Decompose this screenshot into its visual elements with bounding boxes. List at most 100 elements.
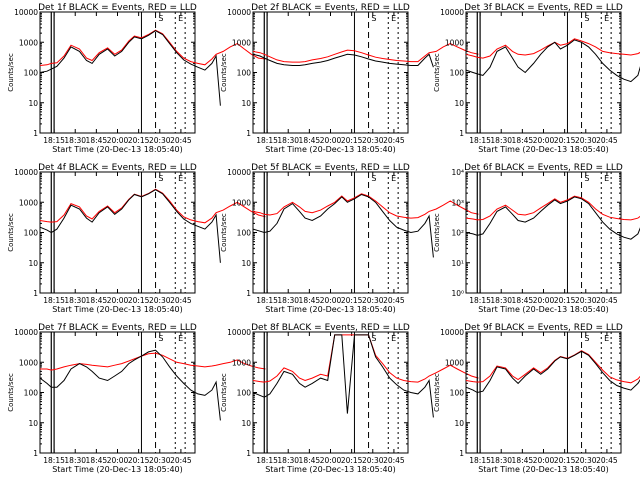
lld-series-line — [465, 195, 640, 221]
x-axis-label: Start Time (20-Dec-13 18:05:40) — [265, 145, 396, 154]
detector-panel: Det 9f BLACK = Events, RED = LLD 1 10 100 10… — [433, 323, 640, 474]
y-tick-label: 1 — [33, 129, 38, 138]
y-tick-label: 10¹ — [451, 259, 464, 268]
events-series-line — [465, 196, 640, 240]
y-axis-label: Counts/sec — [7, 213, 15, 252]
y-tick-label: 100 — [237, 229, 252, 238]
x-tick-label: 18:15 — [469, 296, 491, 305]
annotation-s: S — [584, 174, 589, 183]
y-tick-label: 100 — [237, 69, 252, 78]
x-tick-label: 18:15 — [256, 456, 278, 465]
y-tick-label: 10 — [454, 99, 464, 108]
panel-title: Det 5f BLACK = Events, RED = LLD — [251, 163, 410, 173]
events-series-line — [465, 350, 640, 394]
y-tick-label: 10 — [241, 259, 251, 268]
x-axis-label: Start Time (20-Dec-13 18:05:40) — [265, 305, 396, 314]
plot-frame — [465, 171, 622, 294]
x-tick-label: 18:15 — [469, 456, 491, 465]
panel-title: Det 9f BLACK = Events, RED = LLD — [464, 323, 623, 333]
x-tick-label: 18:45 — [86, 456, 108, 465]
detector-panel: Det 1f BLACK = Events, RED = LLD 1 10 100 10… — [7, 3, 266, 154]
x-tick-label: 20:45 — [383, 136, 405, 145]
lld-series-line — [252, 43, 479, 63]
annotation-s: S — [371, 174, 376, 183]
x-tick-label: 20:30 — [149, 296, 171, 305]
y-tick-label: 10⁴ — [451, 168, 464, 177]
y-tick-label: 10 — [28, 259, 38, 268]
x-axis-label: Start Time (20-Dec-13 18:05:40) — [478, 145, 609, 154]
annotation-e: E — [178, 334, 183, 343]
x-tick-label: 20:15 — [128, 136, 150, 145]
x-axis-label: Start Time (20-Dec-13 18:05:40) — [52, 305, 183, 314]
x-tick-label: 20:00 — [107, 296, 129, 305]
x-tick-label: 20:00 — [533, 456, 555, 465]
x-tick-label: 20:45 — [596, 136, 618, 145]
x-tick-label: 20:45 — [596, 296, 618, 305]
plot-frame — [39, 171, 196, 294]
annotation-s: S — [158, 14, 163, 23]
x-tick-label: 20:00 — [533, 136, 555, 145]
y-tick-label: 1 — [459, 449, 464, 458]
y-axis-label: Counts/sec — [7, 53, 15, 92]
x-tick-label: 18:45 — [512, 136, 534, 145]
y-tick-label: 10⁰ — [451, 289, 464, 298]
y-tick-label: 10² — [451, 229, 464, 238]
y-tick-label: 100 — [450, 69, 465, 78]
x-tick-label: 20:30 — [575, 456, 597, 465]
x-tick-label: 20:00 — [320, 296, 342, 305]
x-tick-label: 18:45 — [512, 296, 534, 305]
x-tick-label: 20:30 — [362, 456, 384, 465]
annotation-s: S — [158, 174, 163, 183]
x-axis-label: Start Time (20-Dec-13 18:05:40) — [478, 465, 609, 474]
y-tick-label: 10 — [454, 419, 464, 428]
lld-series-line — [39, 29, 266, 66]
detector-panel: Det 8f BLACK = Events, RED = LLD 1 10 100 10… — [220, 323, 479, 474]
x-axis-label: Start Time (20-Dec-13 18:05:40) — [265, 465, 396, 474]
x-tick-label: 20:45 — [383, 296, 405, 305]
y-axis-label: Counts/sec — [433, 373, 441, 412]
y-tick-label: 10000 — [14, 328, 38, 337]
panel-title: Det 7f BLACK = Events, RED = LLD — [38, 323, 197, 333]
x-tick-label: 20:30 — [362, 296, 384, 305]
x-tick-label: 18:30 — [490, 296, 512, 305]
panel-title: Det 2f BLACK = Events, RED = LLD — [251, 3, 410, 13]
x-tick-label: 20:15 — [341, 456, 363, 465]
x-tick-label: 18:30 — [64, 136, 86, 145]
x-tick-label: 18:15 — [43, 456, 65, 465]
x-tick-label: 20:45 — [170, 296, 192, 305]
x-tick-label: 18:30 — [277, 456, 299, 465]
x-tick-label: 18:45 — [86, 296, 108, 305]
y-tick-label: 1 — [246, 129, 251, 138]
y-tick-label: 100 — [24, 389, 39, 398]
y-axis-label: Counts/sec — [220, 53, 228, 92]
lld-series-line — [252, 193, 479, 219]
x-tick-label: 20:15 — [554, 296, 576, 305]
annotation-e: E — [391, 334, 396, 343]
y-axis-label: Counts/sec — [433, 53, 441, 92]
y-tick-label: 10 — [241, 99, 251, 108]
detector-panel: Det 2f BLACK = Events, RED = LLD 1 10 100 10… — [220, 3, 479, 154]
annotation-e: E — [604, 174, 609, 183]
detector-panel: Det 4f BLACK = Events, RED = LLD 1 10 100 10… — [7, 163, 266, 314]
y-tick-label: 10 — [28, 99, 38, 108]
y-tick-label: 10000 — [440, 328, 464, 337]
y-tick-label: 100 — [237, 389, 252, 398]
x-tick-label: 18:15 — [469, 136, 491, 145]
x-tick-label: 18:15 — [43, 136, 65, 145]
plot-frame — [465, 331, 622, 454]
y-axis-label: Counts/sec — [220, 213, 228, 252]
y-tick-label: 10000 — [440, 8, 464, 17]
annotation-e: E — [604, 334, 609, 343]
y-tick-label: 1 — [33, 289, 38, 298]
y-tick-label: 1000 — [19, 198, 38, 207]
y-tick-label: 1 — [33, 449, 38, 458]
panel-title: Det 8f BLACK = Events, RED = LLD — [251, 323, 410, 333]
y-tick-label: 10000 — [227, 8, 251, 17]
x-tick-label: 18:45 — [512, 456, 534, 465]
panel-title: Det 6f BLACK = Events, RED = LLD — [464, 163, 623, 173]
x-tick-label: 20:15 — [554, 456, 576, 465]
y-tick-label: 1000 — [445, 358, 464, 367]
plot-frame — [252, 11, 409, 134]
x-tick-label: 20:00 — [320, 456, 342, 465]
y-tick-label: 1000 — [232, 38, 251, 47]
